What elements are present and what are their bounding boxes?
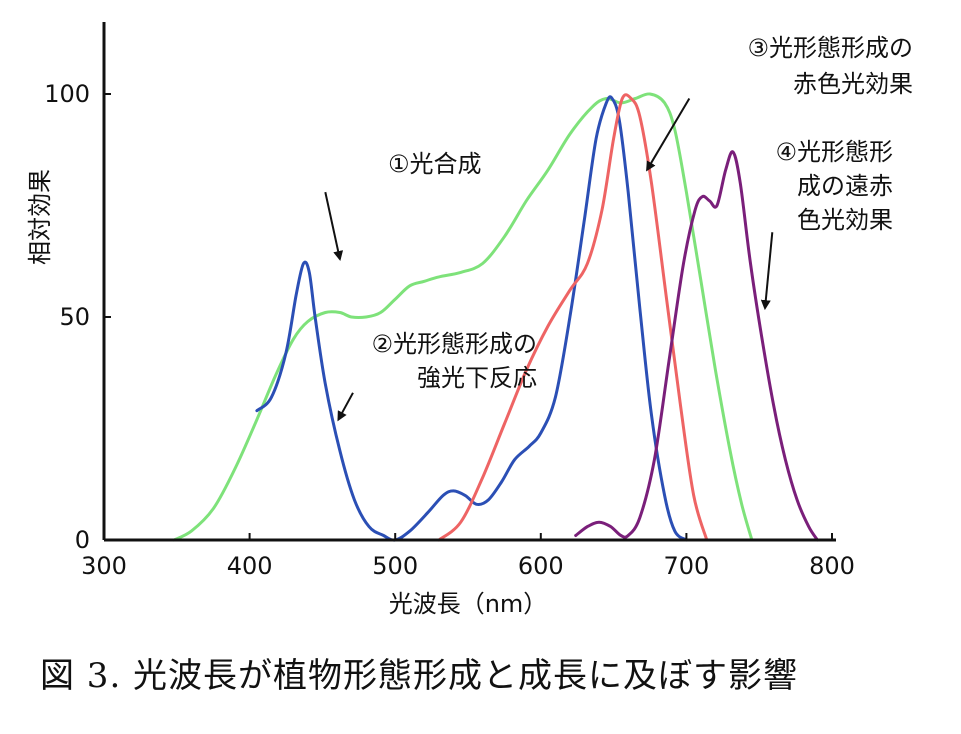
x-tick-label: 300 [81,552,127,580]
x-tick-label: 600 [518,552,564,580]
annotation-a4-line: 色光効果 [797,206,893,234]
annotation-a2-line: 強光下反応 [417,364,537,392]
spectrum-chart: 300 400 500 600 700 800 0 50 100 光波長（nm） 相対効果 ①… [26,22,913,618]
series-line-s1 [172,92,754,542]
annotation-a4-line: ④光形態形 [775,138,893,166]
x-tick-label: 800 [809,552,855,580]
annotation-a1-arrow [324,191,344,261]
series-layer [172,92,819,542]
y-tick-label: 50 [59,303,90,331]
annotation-a4-line: 成の遠赤 [797,172,893,200]
annotation-a1-line: ①光合成 [388,150,482,178]
annotation-a4-arrow [760,232,774,311]
y-ticks: 0 50 100 [44,80,111,554]
x-tick-label: 500 [372,552,418,580]
x-tick-label: 700 [663,552,709,580]
x-ticks: 300 400 500 600 700 800 [81,533,855,580]
annotation-a3-arrow [646,97,691,172]
annotation-a3-line: 赤色光効果 [793,70,913,98]
series-line-s2 [255,95,688,542]
y-tick-label: 100 [44,80,90,108]
y-tick-label: 0 [75,526,90,554]
series-line-s4 [574,150,819,542]
annotation-a3-line: ③光形態形成の [747,34,913,62]
annotation-a2-line: ②光形態形成の [371,330,537,358]
x-tick-label: 400 [227,552,273,580]
y-axis-title: 相対効果 [26,169,54,265]
figure-caption: 図 3. 光波長が植物形態形成と成長に及ぼす影響 [40,656,799,696]
annotation-a2-arrow [337,392,354,422]
x-axis-title: 光波長（nm） [389,590,548,618]
